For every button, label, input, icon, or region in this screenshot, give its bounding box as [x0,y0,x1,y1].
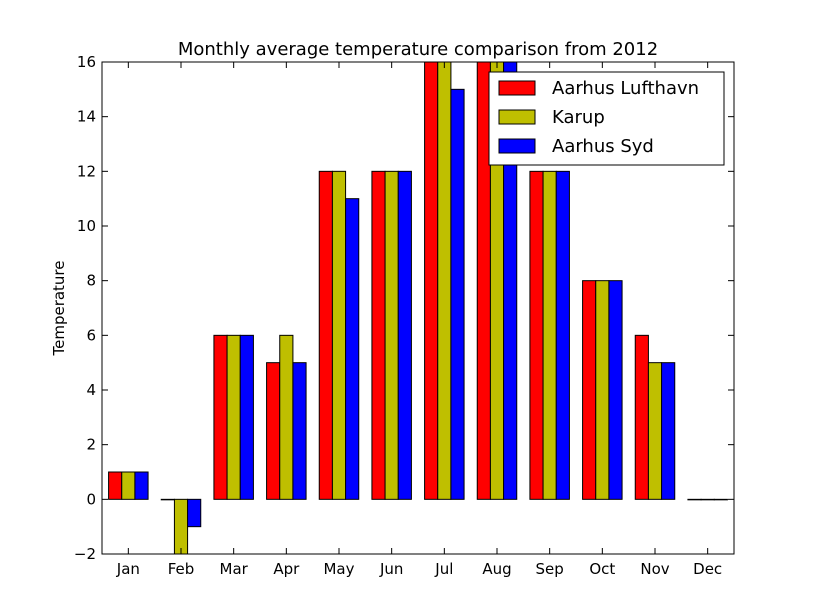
bar-jan-series-3 [134,471,149,500]
bar-jun-series-3 [397,170,412,500]
bar-dec-series-1 [687,498,702,501]
x-tick-label-jun: Jun [379,560,403,578]
bar-feb-series-1 [160,498,175,501]
x-tick-label-dec: Dec [693,560,722,578]
x-tick-label-oct: Oct [589,560,615,578]
legend-swatch-2 [498,109,536,125]
chart-title: Monthly average temperature comparison f… [178,39,658,60]
legend: Aarhus Lufthavn Karup Aarhus Syd [488,71,725,166]
bar-sep-series-1 [529,170,544,500]
x-tick-label-mar: Mar [220,560,249,578]
y-tick-label: 2 [86,436,96,454]
bar-feb-series-2 [173,498,189,555]
bar-may-series-3 [345,198,360,500]
y-tick-label: 4 [86,381,96,399]
y-tick-label: −2 [74,545,96,563]
x-tick-label-sep: Sep [536,560,564,578]
bar-aug-series-1 [476,61,491,500]
bar-jan-series-1 [108,471,123,500]
bar-dec-series-3 [713,498,728,501]
bar-sep-series-2 [542,170,557,500]
x-axis: Jan Feb Mar Apr May Jun Jul Aug Sep Oct Nov Dec [116,62,722,578]
y-tick-label: 10 [77,217,96,235]
bar-dec-series-2 [700,498,715,501]
y-tick-label: 12 [77,162,96,180]
bar-may-series-2 [331,170,347,500]
legend-label-3: Aarhus Syd [552,136,654,157]
x-tick-label-nov: Nov [640,560,669,578]
bar-apr-series-1 [266,362,281,500]
bar-mar-series-3 [239,334,254,500]
y-axis: −2 0 2 4 6 8 10 12 14 16 [74,53,734,563]
bar-jul-series-2 [437,61,452,500]
bar-jul-series-1 [424,61,439,500]
y-tick-label: 8 [86,272,96,290]
legend-swatch-1 [498,80,536,96]
bar-apr-series-2 [279,334,294,500]
x-tick-label-aug: Aug [482,560,511,578]
y-tick-label: 16 [77,53,96,71]
bar-jan-series-2 [121,471,136,500]
bar-may-series-1 [318,170,333,500]
bar-mar-series-2 [226,334,241,500]
bar-jun-series-1 [371,170,386,500]
legend-swatch-3 [498,138,536,154]
bar-oct-series-3 [608,280,623,500]
bar-oct-series-2 [595,280,610,500]
bar-oct-series-1 [582,280,597,500]
x-tick-label-apr: Apr [273,560,300,578]
x-tick-label-jan: Jan [116,560,140,578]
plot-frame [101,61,735,555]
bar-nov-series-2 [647,362,663,500]
legend-label-2: Karup [552,107,605,128]
x-tick-label-feb: Feb [168,560,195,578]
y-tick-label: 0 [86,490,96,508]
bar-nov-series-3 [661,362,676,500]
legend-label-1: Aarhus Lufthavn [552,78,699,99]
y-tick-label: 6 [86,326,96,344]
bar-feb-series-3 [187,498,202,528]
bar-nov-series-1 [634,334,649,500]
bar-apr-series-3 [292,362,307,500]
bar-jun-series-2 [384,170,399,500]
bars [108,61,728,555]
bar-jul-series-3 [450,88,465,500]
bar-mar-series-1 [213,334,228,500]
y-tick-label: 14 [77,108,96,126]
x-tick-label-may: May [323,560,354,578]
x-tick-label-jul: Jul [434,560,453,578]
bar-sep-series-3 [555,170,570,500]
y-axis-title: Temperature [50,260,68,356]
